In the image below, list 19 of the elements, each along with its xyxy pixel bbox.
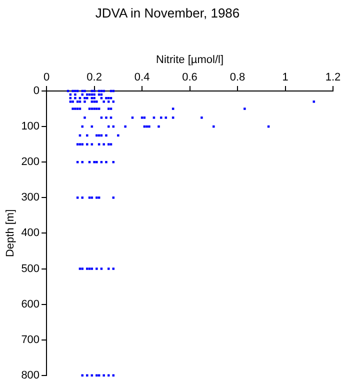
x-tick-label: 1.2 xyxy=(325,71,341,84)
y-tick-label: 400 xyxy=(21,227,40,240)
y-tick-label: 800 xyxy=(21,369,40,382)
y-tick-label: 200 xyxy=(21,156,40,168)
x-tick-label: 0.4 xyxy=(134,71,150,84)
y-tick-label: 100 xyxy=(21,120,40,133)
y-tick-label: 300 xyxy=(21,192,40,204)
chart-title: JDVA in November, 1986 xyxy=(95,5,240,20)
y-tick-label: 0 xyxy=(33,85,40,98)
y-axis-title: Depth [m] xyxy=(4,209,17,258)
x-tick-label: 0.8 xyxy=(230,71,246,84)
y-tick-label: 600 xyxy=(21,298,40,310)
x-tick-label: 0 xyxy=(43,71,50,84)
x-tick-label: 1 xyxy=(282,71,288,84)
x-tick-label: 0.6 xyxy=(182,71,198,84)
x-tick-label: 0.2 xyxy=(86,71,102,84)
y-tick-label: 500 xyxy=(21,262,40,275)
x-axis-title: Nitrite [µmol/l] xyxy=(156,54,224,66)
y-tick-label: 700 xyxy=(21,334,40,346)
